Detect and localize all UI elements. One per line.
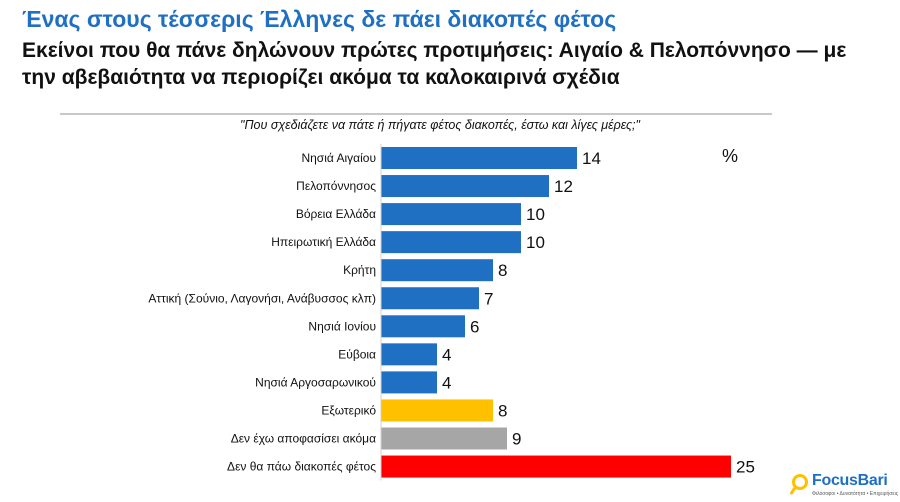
value-label: 10: [526, 233, 545, 252]
magnifier-icon: [790, 474, 808, 495]
chart-subtitle: Εκείνοι που θα πάνε δηλώνουν πρώτες προτ…: [22, 39, 847, 89]
unit-label: %: [722, 146, 739, 166]
category-label: Κρήτη: [343, 263, 376, 277]
value-label: 25: [736, 458, 755, 477]
category-label: Εύβοια: [338, 347, 376, 361]
category-label: Πελοπόννησος: [296, 179, 376, 193]
category-label: Εξωτερικό: [321, 403, 376, 417]
value-label: 4: [442, 345, 451, 364]
bar: [381, 315, 465, 338]
bar: [381, 203, 521, 226]
bar: [381, 259, 493, 282]
focusbari-logo: FocusBari Φιλόσοφοι • Δυνατότητα • Επιχε…: [790, 470, 899, 500]
bar: [381, 427, 507, 450]
value-label: 4: [442, 373, 451, 392]
chart-title: Ένας στους τέσσερις Έλληνες δε πάει διακ…: [22, 6, 617, 32]
category-label: Ηπειρωτική Ελλάδα: [271, 235, 376, 249]
divider: [60, 113, 772, 115]
value-label: 14: [582, 149, 601, 168]
value-label: 10: [526, 205, 545, 224]
logo-tagline: Φιλόσοφοι • Δυνατότητα • Επιχειρήσεις: [812, 491, 899, 497]
bar: [381, 175, 549, 198]
bar: [381, 399, 493, 422]
bar: [381, 343, 437, 366]
category-label: Δεν έχω αποφασίσει ακόμα: [231, 432, 376, 446]
value-label: 12: [554, 177, 573, 196]
value-label: 7: [484, 289, 493, 308]
value-label: 9: [512, 430, 521, 449]
bar: [381, 455, 731, 478]
survey-question: "Που σχεδιάζετε να πάτε ή πήγατε φέτος δ…: [240, 118, 640, 132]
category-label: Νησιά Ιονίου: [308, 319, 376, 333]
logo-name: FocusBari: [812, 472, 888, 489]
category-label: Δεν θα πάω διακοπές φέτος: [227, 460, 376, 474]
value-label: 6: [470, 317, 479, 336]
category-label: Βόρεια Ελλάδα: [296, 207, 376, 221]
bar: [381, 371, 437, 394]
bar: [381, 147, 577, 169]
value-label: 8: [498, 401, 507, 420]
category-label: Νησιά Αργοσαρωνικού: [255, 375, 376, 389]
value-label: 8: [498, 261, 507, 280]
bar: [381, 231, 521, 254]
bar: [381, 287, 479, 310]
category-label: Αττική (Σούνιο, Λαγονήσι, Ανάβυσσος κλπ): [148, 291, 376, 305]
category-label: Νησιά Αιγαίου: [301, 151, 376, 165]
